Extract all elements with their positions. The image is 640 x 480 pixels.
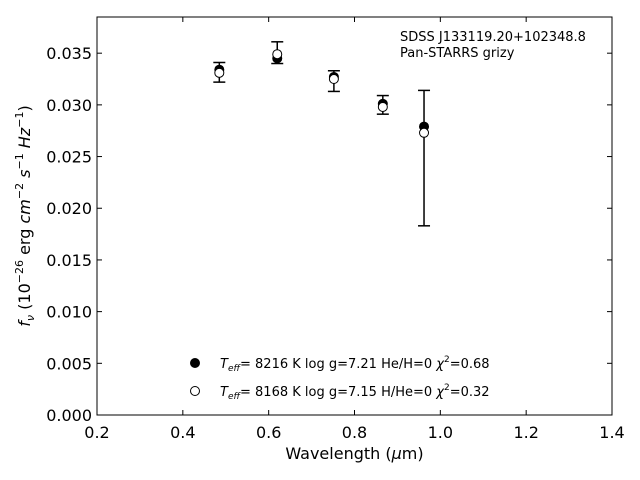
x-tick-label: 0.8	[342, 423, 367, 442]
x-tick-label: 0.2	[84, 423, 109, 442]
y-tick-label: 0.005	[46, 354, 92, 373]
y-tick-label: 0.025	[46, 148, 92, 167]
y-tick-label: 0.020	[46, 199, 92, 218]
data-point-open	[214, 67, 225, 78]
error-bars	[213, 41, 431, 227]
legend: Teff= 8216 K log g=7.21 He/H=0 χ2=0.68 T…	[190, 355, 490, 402]
y-tick-label: 0.015	[46, 251, 92, 270]
y-axis-label: fν (10−26 erg cm−2 s−1 Hz−1)	[13, 105, 37, 326]
annotation-survey-name: Pan-STARRS grizy	[400, 46, 515, 61]
x-tick-label: 1.2	[513, 423, 538, 442]
data-point-open	[377, 101, 388, 112]
legend-marker-open	[190, 386, 200, 396]
legend-marker-filled	[190, 358, 200, 368]
x-tick-label: 1.0	[428, 423, 453, 442]
data-point-open	[272, 49, 283, 60]
y-tick-label: 0.010	[46, 303, 92, 322]
y-tick-label: 0.030	[46, 96, 92, 115]
data-point-open	[419, 127, 430, 138]
data-points	[214, 49, 430, 138]
annotation-object-name: SDSS J133119.20+102348.8	[400, 30, 586, 45]
x-tick-label: 1.4	[599, 423, 624, 442]
x-axis-label: Wavelength (μm)	[285, 444, 423, 463]
legend-label-model-1: Teff= 8216 K log g=7.21 He/H=0 χ2=0.68	[220, 355, 490, 374]
y-tick-label: 0.035	[46, 44, 92, 63]
y-tick-label: 0.000	[46, 406, 92, 425]
x-axis-ticks: 0.2 0.4 0.6 0.8 1.0 1.2 1.4	[84, 17, 625, 442]
data-point-open	[328, 74, 339, 85]
y-axis-ticks: 0.000 0.005 0.010 0.015 0.020 0.025 0.030 0.035	[46, 44, 612, 425]
x-tick-label: 0.6	[256, 423, 281, 442]
plot-frame	[96, 16, 613, 416]
legend-label-model-2: Teff= 8168 K log g=7.15 H/He=0 χ2=0.32	[220, 383, 490, 402]
x-tick-label: 0.4	[170, 423, 195, 442]
